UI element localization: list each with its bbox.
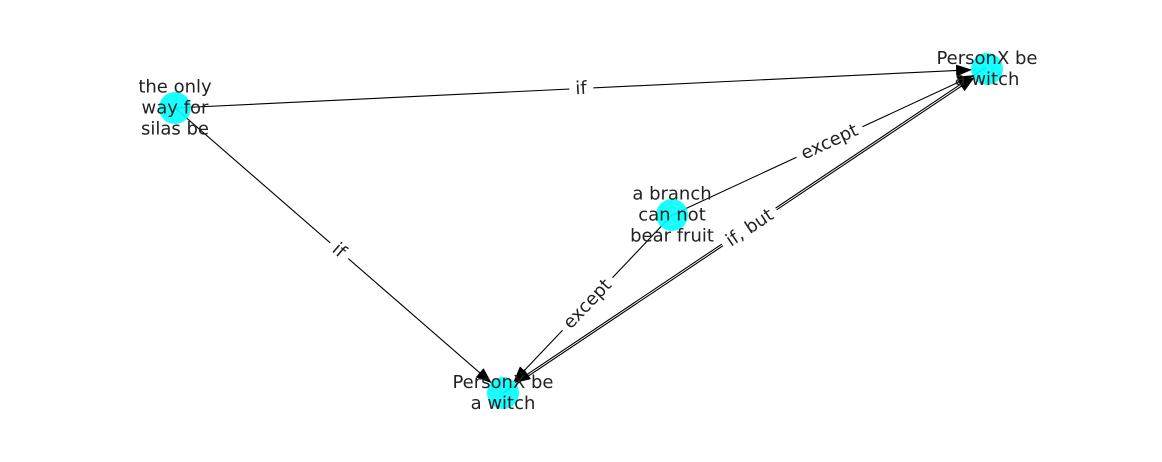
node-label-line: a branch	[632, 184, 711, 205]
node-label-line: a witch	[955, 69, 1020, 90]
node-label-line: way for	[142, 98, 209, 119]
edge-label-group: except	[791, 116, 868, 168]
edge-label: if	[575, 78, 588, 100]
node-label-line: bear fruit	[630, 226, 714, 247]
node-n2[interactable]	[971, 53, 1003, 85]
node-label-line: a witch	[471, 393, 536, 414]
edge-label-background	[791, 116, 868, 168]
edge-label-group: if, but	[716, 200, 784, 256]
node-n4[interactable]	[487, 377, 519, 409]
node-n3[interactable]	[656, 199, 688, 231]
node-label-line: PersonX be	[936, 48, 1037, 69]
edges-layer	[174, 64, 987, 394]
edge-label-background	[554, 269, 621, 339]
node-label-line: silas be	[141, 119, 209, 140]
node-n1[interactable]	[159, 92, 191, 124]
edge-label-background	[322, 234, 356, 268]
node-label-line: the only	[138, 77, 212, 98]
edge-label-group: if	[568, 76, 594, 101]
edge-label-group: except	[554, 269, 621, 339]
nodes-layer	[159, 53, 1003, 409]
edge-label-background	[568, 76, 594, 101]
node-label-line: can not	[638, 205, 706, 226]
node-label-line: PersonX be	[452, 372, 553, 393]
edge-label-background	[716, 200, 784, 256]
edge-label: except	[559, 275, 616, 333]
edge-label-group: if	[322, 234, 356, 268]
